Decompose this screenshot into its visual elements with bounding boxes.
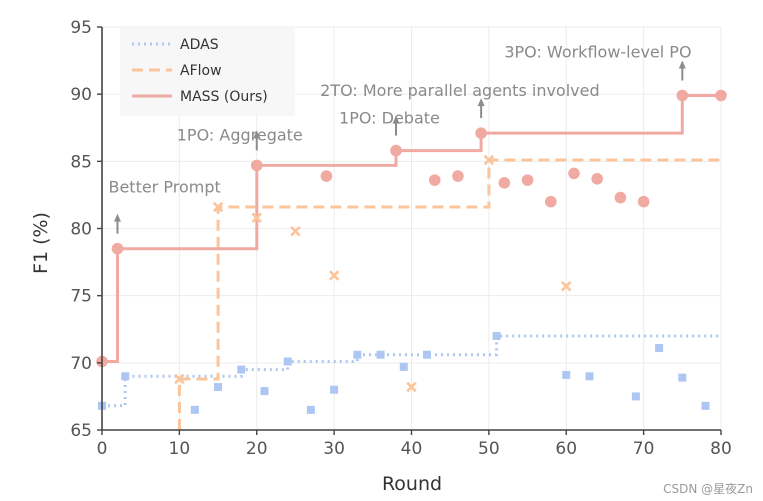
- point-s1-5: [406, 381, 417, 393]
- y-tick-label-4: 85: [70, 152, 92, 172]
- point-s0-2: [190, 405, 199, 414]
- point-s2-15: [676, 89, 689, 102]
- y-tick-label-1: 70: [70, 354, 92, 374]
- point-s0-18: [678, 373, 687, 382]
- point-s0-17: [655, 344, 664, 353]
- point-s0-15: [585, 372, 594, 381]
- series-points: [96, 89, 727, 414]
- point-s2-16: [715, 89, 727, 102]
- point-s0-10: [376, 350, 385, 359]
- point-s0-1: [121, 372, 130, 381]
- point-s0-7: [306, 405, 315, 414]
- annotation-4: 3PO: Workflow-level PO: [504, 43, 692, 81]
- annotation-0: Better Prompt: [108, 178, 221, 234]
- point-s1-3: [290, 225, 301, 237]
- point-s2-6: [452, 170, 464, 182]
- point-s2-11: [568, 167, 580, 180]
- point-s1-7: [561, 281, 572, 292]
- point-s2-4: [390, 144, 402, 157]
- x-tick-label-3: 30: [323, 439, 345, 459]
- annotation-arrow-head-4: [678, 60, 686, 69]
- annotation-label-3: 2TO: More parallel agents involved: [320, 81, 600, 100]
- point-s0-9: [353, 350, 362, 359]
- annotation-2: 1PO: Debate: [339, 109, 440, 136]
- y-tick-label-2: 75: [70, 287, 92, 307]
- point-s0-19: [701, 401, 710, 410]
- x-tick-label-1: 10: [169, 439, 191, 459]
- x-axis-label: Round: [382, 473, 442, 495]
- point-s2-14: [637, 195, 650, 208]
- x-tick-label-6: 60: [555, 439, 577, 459]
- annotation-label-4: 3PO: Workflow-level PO: [504, 43, 691, 62]
- y-tick-label-5: 90: [70, 85, 92, 105]
- point-s0-8: [330, 385, 339, 394]
- point-s1-2: [251, 212, 262, 223]
- legend-label-1: AFlow: [180, 63, 222, 79]
- annotation-3: 2TO: More parallel agents involved: [320, 81, 600, 119]
- x-tick-label-7: 70: [633, 439, 655, 459]
- point-s1-6: [483, 154, 495, 166]
- point-s2-10: [544, 195, 557, 208]
- watermark: CSDN @星夜Zn: [663, 481, 753, 496]
- legend-label-2: MASS (Ours): [180, 89, 268, 105]
- point-s2-9: [521, 174, 534, 186]
- point-s0-11: [399, 362, 408, 371]
- annotation-arrow-head-1: [253, 130, 261, 139]
- point-s0-3: [214, 383, 223, 392]
- point-s1-1: [212, 201, 224, 213]
- point-s0-14: [562, 370, 571, 379]
- point-s2-1: [111, 242, 124, 255]
- y-tick-label-3: 80: [70, 220, 92, 240]
- legend-box: [120, 28, 295, 116]
- annotation-label-0: Better Prompt: [108, 178, 220, 197]
- y-tick-label-6: 95: [70, 18, 92, 38]
- point-s2-3: [320, 170, 333, 182]
- point-s0-13: [492, 331, 501, 340]
- point-s1-4: [328, 270, 340, 281]
- point-s0-5: [260, 387, 269, 396]
- x-tick-label-0: 0: [97, 439, 108, 459]
- legend: ADAS AFlow MASS (Ours): [120, 28, 295, 116]
- point-s1-0: [174, 373, 185, 385]
- tick-labels: 0 10 20 30 40 50 60 70 80 65 70 75 80 85 90 95: [70, 18, 731, 459]
- point-s2-13: [614, 191, 627, 204]
- legend-label-0: ADAS: [180, 37, 219, 53]
- point-s0-16: [631, 392, 640, 401]
- y-tick-label-0: 65: [70, 421, 92, 441]
- point-s0-12: [422, 350, 431, 359]
- annotation-arrow-head-3: [477, 98, 485, 107]
- y-axis-label: F1 (%): [30, 212, 52, 274]
- annotation-arrow-head-2: [392, 115, 400, 124]
- x-tick-label-8: 80: [710, 439, 732, 459]
- point-s2-2: [250, 159, 263, 172]
- axes: [97, 26, 722, 435]
- point-s0-4: [237, 365, 246, 374]
- x-tick-label-4: 40: [401, 439, 423, 459]
- annotation-label-2: 1PO: Debate: [339, 109, 440, 128]
- point-s0-6: [283, 357, 292, 366]
- annotation-arrow-head-0: [113, 213, 121, 222]
- annotation-label-1: 1PO: Aggregate: [177, 125, 303, 144]
- annotations: Better Prompt 1PO: Aggregate 1PO: Debate 2T…: [108, 43, 692, 234]
- point-s2-7: [475, 127, 487, 139]
- point-s2-12: [591, 172, 603, 185]
- annotation-1: 1PO: Aggregate: [177, 125, 303, 151]
- grid: [101, 26, 722, 431]
- x-tick-label-2: 20: [246, 439, 268, 459]
- point-s2-8: [498, 177, 511, 189]
- x-tick-label-5: 50: [478, 439, 500, 459]
- series-line-2: [102, 94, 721, 363]
- point-s2-5: [428, 174, 441, 186]
